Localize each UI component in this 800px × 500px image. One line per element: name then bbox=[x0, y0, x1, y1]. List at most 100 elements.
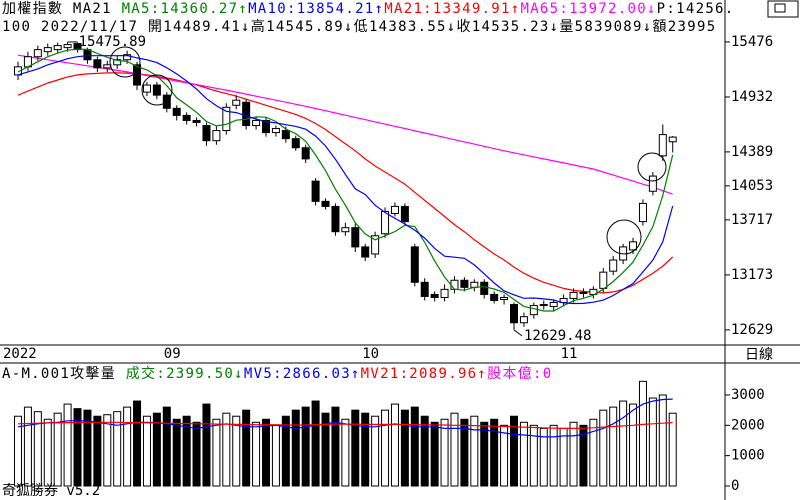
candle-body bbox=[232, 99, 241, 106]
plot-layer: 15476 14932 14389 14053 13717 13173 12629 2022 0… bbox=[3, 34, 773, 494]
bar bbox=[351, 409, 360, 487]
bar bbox=[192, 421, 201, 487]
candle-body bbox=[579, 291, 588, 294]
bar bbox=[559, 427, 568, 487]
candle-body bbox=[202, 125, 211, 142]
candle-body bbox=[33, 49, 42, 58]
candle-body bbox=[53, 45, 62, 51]
candle-body bbox=[519, 316, 528, 324]
annotation-leader bbox=[513, 329, 523, 337]
candle-body bbox=[668, 136, 677, 143]
period-label: 日線 bbox=[745, 347, 773, 363]
y-tick-label: 0 bbox=[731, 478, 739, 494]
candle-body bbox=[609, 259, 618, 272]
bar bbox=[202, 403, 211, 487]
bar bbox=[440, 418, 449, 487]
candle-body bbox=[539, 304, 548, 307]
highlight-circle bbox=[109, 46, 141, 78]
annotation: 15475.89 bbox=[79, 34, 146, 50]
candle-body bbox=[83, 49, 92, 61]
bar bbox=[599, 409, 608, 487]
candle-body bbox=[252, 119, 261, 127]
bar bbox=[33, 411, 42, 487]
candle-body bbox=[341, 227, 350, 233]
bar bbox=[291, 409, 300, 487]
candle-body bbox=[321, 200, 330, 207]
bar bbox=[500, 424, 509, 487]
bar bbox=[182, 415, 191, 487]
annotation: 12629.48 bbox=[524, 328, 591, 344]
candle-body bbox=[182, 114, 191, 121]
candle-body bbox=[510, 304, 518, 324]
price-label: P:14256. bbox=[657, 1, 735, 17]
candle-body bbox=[529, 305, 538, 316]
series-line bbox=[17, 421, 673, 429]
candle-body bbox=[400, 205, 409, 223]
bar bbox=[490, 418, 499, 487]
candle-body bbox=[638, 202, 647, 223]
candle-body bbox=[291, 138, 300, 149]
bar bbox=[311, 400, 320, 487]
bar bbox=[222, 412, 231, 487]
series-line bbox=[17, 54, 673, 195]
candle-body bbox=[361, 246, 370, 258]
window-button[interactable] bbox=[767, 0, 799, 18]
candle-body bbox=[599, 271, 608, 289]
candle-body bbox=[142, 84, 151, 93]
chart-title: A-M.001攻擊量 bbox=[2, 365, 126, 382]
candle-body bbox=[549, 302, 558, 308]
bar bbox=[510, 415, 518, 487]
bar bbox=[63, 403, 72, 487]
bar bbox=[53, 412, 62, 487]
bar bbox=[262, 418, 270, 487]
bar bbox=[242, 409, 251, 487]
candle-body bbox=[629, 241, 638, 251]
bar bbox=[589, 418, 598, 487]
y-tick-label: 14053 bbox=[731, 178, 773, 194]
candle-body bbox=[172, 107, 181, 116]
bar bbox=[549, 424, 558, 487]
bar bbox=[480, 421, 489, 487]
bar bbox=[321, 412, 330, 487]
bar bbox=[430, 421, 439, 487]
candle-body bbox=[262, 119, 270, 134]
candle-body bbox=[43, 47, 52, 53]
candle-body bbox=[113, 59, 122, 66]
candle-body bbox=[331, 205, 340, 233]
candle-body bbox=[450, 279, 459, 290]
candle-body bbox=[420, 281, 429, 297]
candle-body bbox=[93, 59, 102, 69]
y-tick-label: 15476 bbox=[731, 34, 773, 50]
series-line bbox=[17, 48, 674, 312]
candle-body bbox=[281, 130, 290, 140]
bar bbox=[371, 415, 380, 487]
candle-body bbox=[410, 246, 419, 283]
bar bbox=[361, 412, 370, 487]
bar bbox=[420, 415, 429, 487]
candle-body bbox=[103, 64, 112, 69]
bar bbox=[638, 380, 647, 487]
candle-body bbox=[460, 279, 469, 288]
legend-entry: MA10:13854.21↑ bbox=[248, 1, 384, 17]
legend-entry: MA21:13349.91↑ bbox=[384, 1, 520, 17]
bar bbox=[113, 411, 122, 487]
bar bbox=[529, 424, 538, 487]
bar bbox=[410, 406, 419, 487]
bar bbox=[271, 424, 280, 487]
candle-body bbox=[222, 106, 231, 132]
bar bbox=[470, 415, 479, 487]
candle-body bbox=[490, 293, 499, 301]
bar bbox=[390, 403, 399, 487]
candle-body bbox=[500, 296, 509, 300]
candle-body bbox=[212, 130, 221, 142]
bar bbox=[460, 418, 469, 487]
candle-body bbox=[301, 147, 310, 160]
bar bbox=[331, 406, 340, 487]
x-tick-label: 10 bbox=[362, 346, 379, 362]
y-tick-label: 13173 bbox=[731, 267, 773, 283]
bar bbox=[252, 421, 261, 487]
note: 股本億:0 bbox=[487, 366, 552, 382]
header: 加權指數 MA21 MA5:14360.27↑MA10:13854.21↑MA2… bbox=[2, 1, 735, 35]
bar bbox=[133, 400, 142, 487]
